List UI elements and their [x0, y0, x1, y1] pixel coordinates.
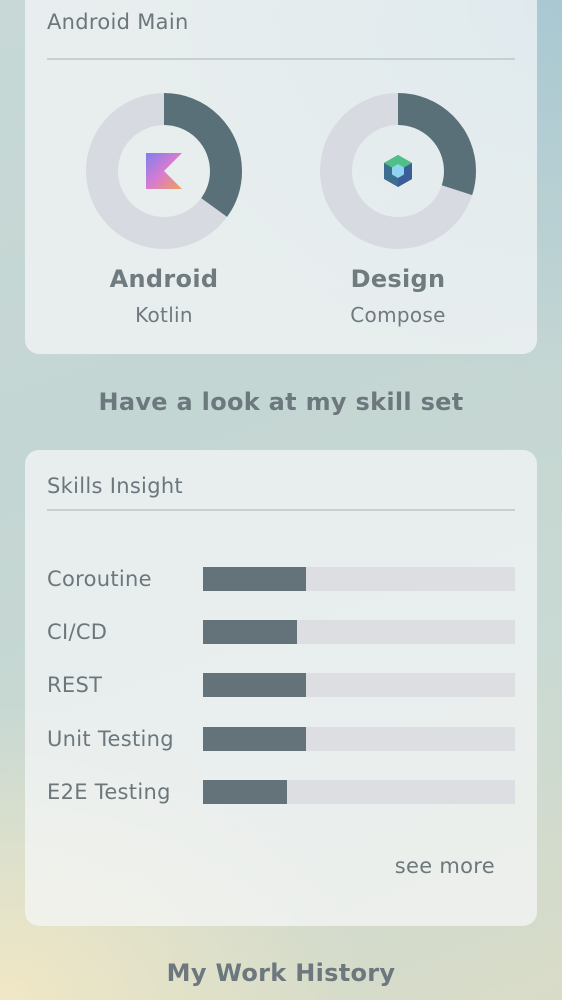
work-history-heading: My Work History [166, 959, 396, 987]
skills-heading: Have a look at my skill set [98, 388, 464, 416]
kotlin-donut-chart [86, 93, 242, 249]
skill-label: REST [47, 673, 103, 697]
divider [47, 58, 515, 60]
android-main-card: Android Main Android Kotlin [25, 0, 537, 354]
skill-row-unit-testing: Unit Testing [47, 727, 515, 751]
skill-bar-fill [203, 620, 297, 644]
skill-label: CI/CD [47, 620, 108, 644]
skill-bar-track [203, 567, 515, 591]
skill-row-coroutine: Coroutine [47, 567, 515, 591]
card-title: Skills Insight [47, 474, 183, 498]
donut-title: Design [350, 265, 446, 293]
skill-label: Coroutine [47, 567, 152, 591]
skill-bar-track [203, 620, 515, 644]
skill-bar-fill [203, 567, 306, 591]
skill-bar-track [203, 727, 515, 751]
skill-bar-fill [203, 673, 306, 697]
skill-row-e2e-testing: E2E Testing [47, 780, 515, 804]
skill-bar-fill [203, 727, 306, 751]
donut-subtitle: Kotlin [135, 303, 193, 327]
compose-logo-icon [384, 155, 412, 187]
skill-label: E2E Testing [47, 780, 171, 804]
donut-subtitle: Compose [350, 303, 446, 327]
kotlin-logo-icon [146, 153, 182, 189]
see-more-link[interactable]: see more [394, 854, 495, 878]
design-compose-donut: Design Compose [308, 91, 488, 327]
divider [47, 509, 515, 511]
compose-donut-chart [320, 93, 476, 249]
donut-progress-arc [86, 93, 242, 249]
skill-label: Unit Testing [47, 727, 174, 751]
donut-title: Android [109, 265, 219, 293]
skill-bar-fill [203, 780, 288, 804]
skill-bar-track [203, 673, 515, 697]
skill-bar-track [203, 780, 515, 804]
skills-insight-card: Skills Insight Coroutine CI/CD REST Unit… [25, 450, 537, 926]
donut-progress-arc [320, 93, 476, 249]
card-title: Android Main [47, 10, 189, 34]
skill-row-cicd: CI/CD [47, 620, 515, 644]
skill-row-rest: REST [47, 673, 515, 697]
android-kotlin-donut: Android Kotlin [74, 91, 254, 327]
